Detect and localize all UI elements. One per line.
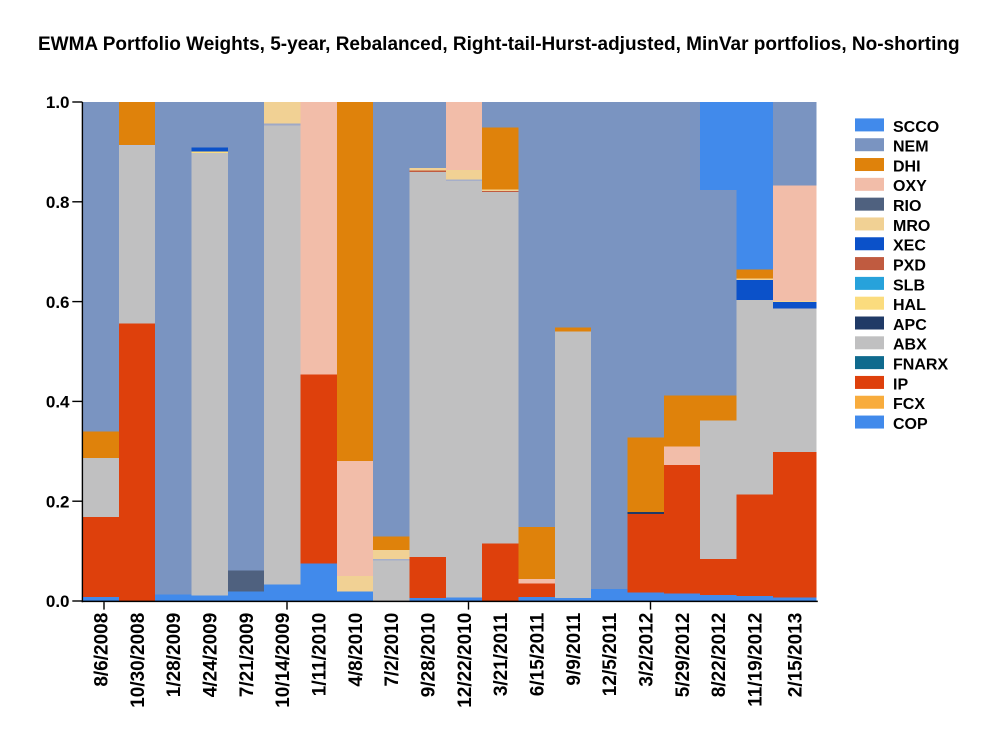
svg-text:11/19/2012: 11/19/2012 — [746, 613, 767, 707]
svg-text:DHI: DHI — [893, 158, 921, 175]
svg-text:4/24/2009: 4/24/2009 — [201, 613, 222, 698]
svg-text:2/15/2013: 2/15/2013 — [786, 613, 807, 698]
svg-text:3/2/2012: 3/2/2012 — [637, 613, 658, 687]
svg-text:7/2/2010: 7/2/2010 — [382, 613, 403, 687]
svg-text:APC: APC — [893, 317, 927, 334]
svg-text:1.0: 1.0 — [46, 93, 70, 112]
svg-text:6/15/2011: 6/15/2011 — [528, 612, 549, 696]
svg-text:0.4: 0.4 — [46, 393, 70, 412]
svg-text:RIO: RIO — [893, 198, 921, 215]
svg-text:0.0: 0.0 — [46, 592, 70, 611]
svg-text:FNARX: FNARX — [893, 357, 948, 374]
svg-text:COP: COP — [893, 416, 928, 433]
svg-text:NEM: NEM — [893, 139, 929, 156]
svg-text:PXD: PXD — [893, 257, 926, 274]
svg-text:5/29/2012: 5/29/2012 — [673, 613, 694, 698]
svg-text:9/28/2010: 9/28/2010 — [419, 613, 440, 698]
svg-text:IP: IP — [893, 376, 908, 393]
svg-text:0.8: 0.8 — [46, 193, 70, 212]
svg-text:MRO: MRO — [893, 218, 930, 235]
svg-text:1/28/2009: 1/28/2009 — [164, 613, 185, 698]
svg-text:3/21/2011: 3/21/2011 — [491, 612, 512, 696]
svg-text:8/22/2012: 8/22/2012 — [709, 613, 730, 698]
svg-text:1/11/2010: 1/11/2010 — [310, 613, 331, 696]
svg-text:ABX: ABX — [893, 337, 927, 354]
svg-text:SLB: SLB — [893, 277, 925, 294]
svg-text:12/22/2010: 12/22/2010 — [455, 613, 476, 708]
svg-text:SCCO: SCCO — [893, 119, 939, 136]
svg-text:0.2: 0.2 — [46, 492, 70, 511]
svg-text:7/21/2009: 7/21/2009 — [237, 613, 258, 698]
svg-text:0.6: 0.6 — [46, 293, 70, 312]
svg-text:10/14/2009: 10/14/2009 — [273, 613, 294, 708]
svg-text:EWMA Portfolio Weights, 5-year: EWMA Portfolio Weights, 5-year, Rebalanc… — [38, 34, 960, 55]
svg-text:OXY: OXY — [893, 178, 927, 195]
svg-text:FCX: FCX — [893, 396, 925, 413]
svg-text:XEC: XEC — [893, 238, 926, 255]
svg-text:10/30/2008: 10/30/2008 — [128, 613, 149, 708]
svg-text:9/9/2011: 9/9/2011 — [564, 612, 585, 685]
svg-text:4/8/2010: 4/8/2010 — [346, 613, 367, 687]
svg-text:8/6/2008: 8/6/2008 — [92, 613, 113, 687]
svg-text:HAL: HAL — [893, 297, 926, 314]
svg-text:12/5/2011: 12/5/2011 — [600, 612, 621, 696]
